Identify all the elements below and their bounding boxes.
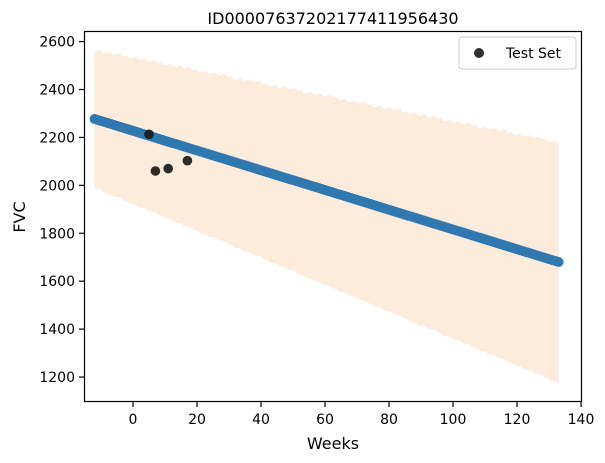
x-tick-label: 140: [568, 412, 595, 428]
y-tick-label: 2600: [39, 35, 75, 51]
prediction-layer: [89, 114, 564, 267]
y-tick-label: 2200: [39, 130, 75, 146]
x-axis-label: Weeks: [307, 434, 359, 453]
test-set-point: [150, 166, 161, 176]
test-set-point: [182, 155, 193, 166]
y-tick-label: 1600: [39, 274, 75, 290]
test-set-point: [163, 163, 173, 174]
x-axis: 0 20 40 60 80 100 120 140: [129, 401, 595, 428]
test-set-point: [144, 129, 154, 140]
y-tick-label: 1400: [39, 322, 75, 338]
plot-frame: [83, 30, 583, 403]
legend-marker-test-set: [474, 48, 484, 58]
x-tick-label: 40: [252, 412, 270, 428]
x-tick-label: 0: [129, 412, 138, 428]
y-axis: 1200 1400 1600 1800 2000 2200 2400 2600: [39, 35, 85, 386]
legend-box: [458, 36, 577, 70]
y-tick-label: 1200: [39, 370, 75, 386]
x-tick-label: 80: [380, 412, 398, 428]
x-tick-label: 120: [504, 412, 531, 428]
y-tick-label: 2000: [39, 178, 75, 194]
y-tick-label: 1800: [39, 226, 75, 242]
x-tick-label: 20: [188, 412, 206, 428]
x-tick-label: 100: [440, 412, 467, 428]
prediction-point: [553, 257, 564, 267]
test-set-layer: [144, 129, 193, 176]
confidence-band-layer: [94, 50, 559, 384]
confidence-band: [94, 50, 559, 384]
y-axis-label: FVC: [10, 201, 29, 232]
x-tick-label: 60: [316, 412, 334, 428]
legend: Test Set: [458, 36, 577, 70]
legend-label-test-set: Test Set: [505, 46, 562, 62]
y-tick-label: 2400: [39, 83, 75, 99]
chart-title: ID00007637202177411956430: [207, 9, 458, 28]
